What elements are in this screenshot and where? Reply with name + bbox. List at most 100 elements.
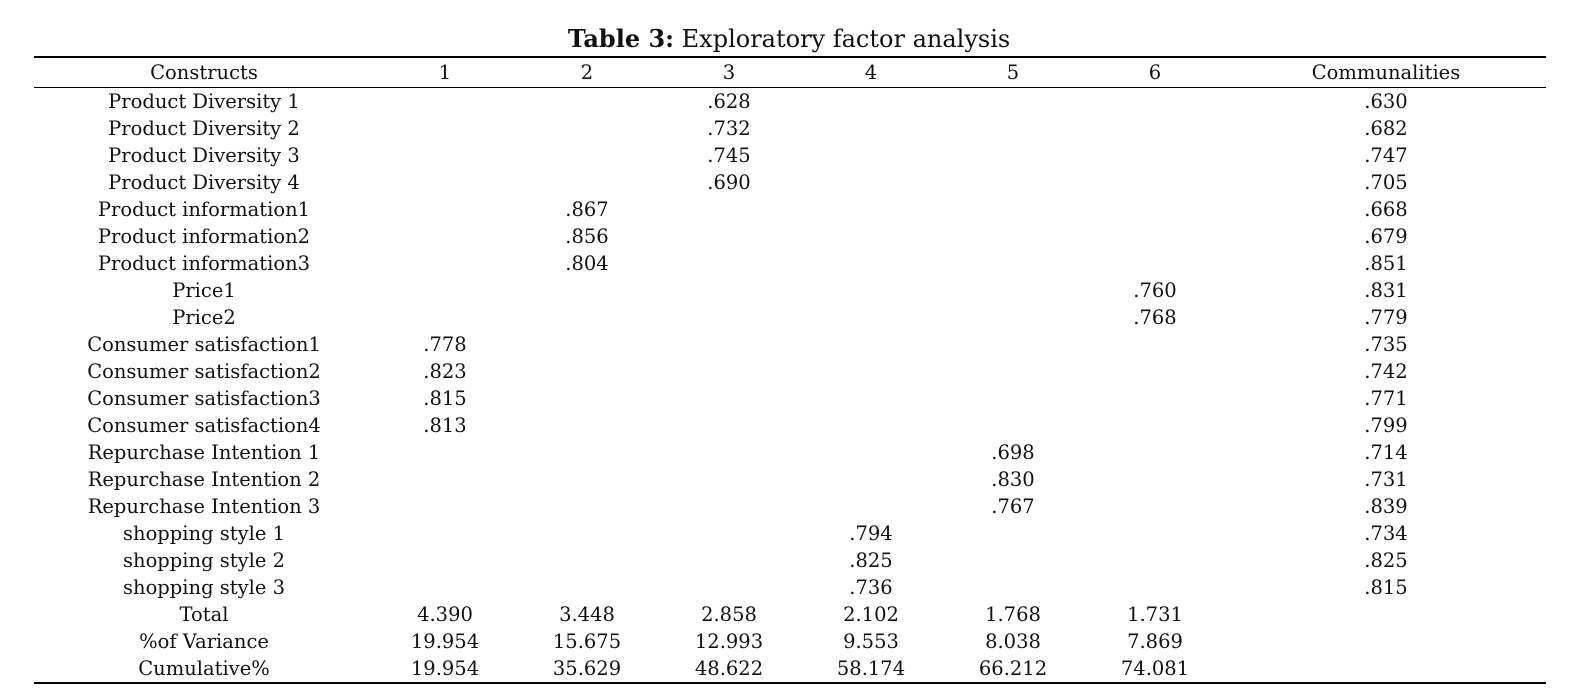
communality-cell: .714 [1364, 441, 1408, 464]
loading-cell [374, 196, 516, 223]
table-row: Total 4.390 3.448 2.858 2.102 1.768 1.731 [34, 601, 1546, 628]
row-label-cell: Price1 [172, 279, 236, 302]
row-label-cell: Repurchase Intention 2 [87, 468, 321, 491]
row-label-cell: Consumer satisfaction3 [87, 387, 321, 410]
table-row: Consumer satisfaction1 .778 .735 [34, 331, 1546, 358]
loading-cell [374, 493, 516, 520]
loading-cell [942, 250, 1084, 277]
loading-cell [658, 331, 800, 358]
communality-cell [1226, 601, 1546, 628]
loading-cell [942, 547, 1084, 574]
loading-cell [658, 466, 800, 493]
factor-analysis-table: Constructs 1 2 3 4 5 6 Communalities Product Di… [34, 56, 1546, 684]
loading-cell: .732 [707, 117, 751, 140]
table-row: %of Variance 19.954 15.675 12.993 9.553 8.038… [34, 628, 1546, 655]
communality-cell: .799 [1364, 414, 1408, 437]
loading-cell [658, 520, 800, 547]
communality-cell: .779 [1364, 306, 1408, 329]
table-body: Product Diversity 1.628.630 Product Diver… [34, 88, 1546, 684]
table-row: Consumer satisfaction2 .823 .742 [34, 358, 1546, 385]
loading-cell: .815 [423, 387, 467, 410]
loading-cell [1084, 88, 1226, 116]
table-row: Price2 .768 .779 [34, 304, 1546, 331]
loading-cell [374, 115, 516, 142]
loading-cell [516, 88, 658, 116]
loading-cell [658, 412, 800, 439]
loading-cell [374, 547, 516, 574]
loading-cell: 9.553 [843, 630, 899, 653]
loading-cell [516, 466, 658, 493]
column-header-constructs: Constructs [34, 56, 374, 88]
row-label-cell: Total [179, 603, 229, 626]
loading-cell [800, 493, 942, 520]
loading-cell: .760 [1133, 279, 1177, 302]
loading-cell [942, 304, 1084, 331]
loading-cell [1084, 466, 1226, 493]
loading-cell: .745 [707, 144, 751, 167]
communality-cell: .731 [1364, 468, 1408, 491]
communality-cell: .839 [1364, 495, 1408, 518]
loading-cell: .867 [565, 198, 609, 221]
row-label-cell: Consumer satisfaction2 [87, 360, 321, 383]
communality-cell: .815 [1364, 576, 1408, 599]
loading-cell [800, 277, 942, 304]
loading-cell [942, 277, 1084, 304]
loading-cell [1084, 250, 1226, 277]
row-label-cell: Product information1 [97, 198, 311, 221]
loading-cell [1084, 223, 1226, 250]
loading-cell: 19.954 [410, 630, 480, 653]
loading-cell [1084, 439, 1226, 466]
communality-cell [1226, 628, 1546, 655]
loading-cell [942, 88, 1084, 116]
loading-cell [1084, 493, 1226, 520]
loading-cell: 1.768 [985, 603, 1041, 626]
loading-cell [374, 223, 516, 250]
loading-cell [516, 115, 658, 142]
table-row: Consumer satisfaction4 .813 .799 [34, 412, 1546, 439]
loading-cell: 4.390 [417, 603, 473, 626]
loading-cell [374, 574, 516, 601]
table-header: Constructs 1 2 3 4 5 6 Communalities [34, 56, 1546, 88]
loading-cell [658, 304, 800, 331]
table-row: Repurchase Intention 1 .698 .714 [34, 439, 1546, 466]
loading-cell: 15.675 [552, 630, 622, 653]
loading-cell [800, 142, 942, 169]
communality-cell: .735 [1364, 333, 1408, 356]
loading-cell [658, 196, 800, 223]
loading-cell: 2.102 [843, 603, 899, 626]
table-row: Price1 .760 .831 [34, 277, 1546, 304]
column-header-factor: 3 [658, 56, 800, 88]
loading-cell: 48.622 [658, 655, 800, 684]
communality-cell: .630 [1364, 90, 1408, 113]
loading-cell: .856 [565, 225, 609, 248]
loading-cell [658, 358, 800, 385]
row-label-cell: shopping style 3 [123, 576, 285, 599]
loading-cell [942, 169, 1084, 196]
loading-cell [374, 169, 516, 196]
column-header-factor: 5 [942, 56, 1084, 88]
table-row: Repurchase Intention 3 .767 .839 [34, 493, 1546, 520]
loading-cell [1084, 358, 1226, 385]
loading-cell [374, 439, 516, 466]
communality-cell: .705 [1364, 171, 1408, 194]
table-row: Product information3 .804 .851 [34, 250, 1546, 277]
loading-cell [658, 547, 800, 574]
table-row: Repurchase Intention 2 .830 .731 [34, 466, 1546, 493]
row-label-cell: Product Diversity 1 [108, 90, 300, 113]
loading-cell [800, 412, 942, 439]
column-header-communalities: Communalities [1226, 56, 1546, 88]
loading-cell [1084, 547, 1226, 574]
communality-cell: .851 [1364, 252, 1408, 275]
table-row: shopping style 1 .794 .734 [34, 520, 1546, 547]
loading-cell [516, 331, 658, 358]
loading-cell [516, 169, 658, 196]
table-row: Product information2 .856 .679 [34, 223, 1546, 250]
loading-cell [658, 250, 800, 277]
row-label-cell: Product Diversity 4 [108, 171, 300, 194]
row-label-cell: Price2 [172, 306, 236, 329]
loading-cell [374, 277, 516, 304]
loading-cell [942, 196, 1084, 223]
loading-cell: .794 [849, 522, 893, 545]
loading-cell [658, 439, 800, 466]
loading-cell [800, 385, 942, 412]
